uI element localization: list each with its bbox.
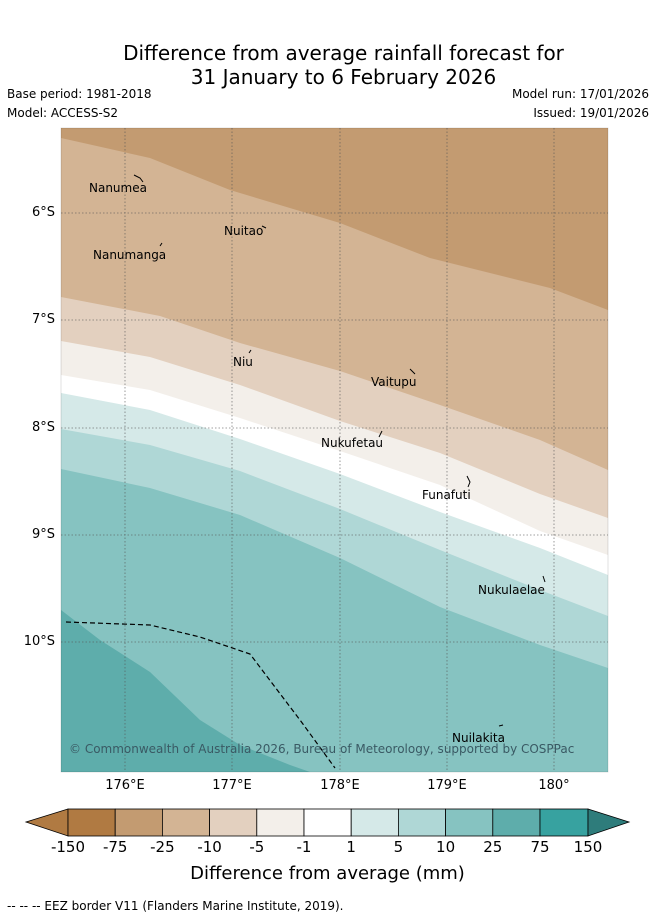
lon-label-179e: 179°E <box>427 778 467 793</box>
place-label-vaitupu: Vaitupu <box>371 375 417 389</box>
island-nuilakita-shape <box>498 724 504 727</box>
place-label-nukufetau: Nukufetau <box>321 436 384 450</box>
colorbar-swatch-8 <box>397 808 446 837</box>
colorbar-tick: 1 <box>346 838 356 856</box>
lat-label-6s: 6°S <box>31 205 55 220</box>
colorbar-swatch-5 <box>256 808 305 837</box>
place-label-nuilakita: Nuilakita <box>452 731 505 745</box>
colorbar-swatch-4 <box>209 808 258 837</box>
eez-border <box>65 621 336 769</box>
island-nukufetau-shape <box>378 430 383 438</box>
chart-title-line2: 31 January to 6 February 2026 <box>190 65 497 89</box>
island-nanumanga-shape <box>159 242 163 247</box>
lon-label-177e: 177°E <box>212 778 252 793</box>
colorbar-swatch-11 <box>539 808 589 837</box>
lat-label-10s: 10°S <box>23 634 55 649</box>
band-plus-25 <box>61 610 310 772</box>
island-nukulaelae-shape <box>542 575 546 583</box>
base-period: Base period: 1981-2018 <box>7 87 152 101</box>
graticule <box>61 128 608 772</box>
island-funafuti-shape <box>466 475 471 488</box>
colorbar-swatch-7 <box>350 808 399 837</box>
place-label-nukulaelae: Nukulaelae <box>478 583 545 597</box>
eez-legend: -- -- -- EEZ border V11 (Flanders Marine… <box>7 899 344 913</box>
copyright-notice: © Commonwealth of Australia 2026, Bureau… <box>69 742 575 756</box>
colorbar-tick: 150 <box>573 838 603 856</box>
colorbar <box>24 808 631 837</box>
model-name: Model: ACCESS-S2 <box>7 106 119 120</box>
place-label-funafuti: Funafuti <box>422 488 471 502</box>
islands <box>133 174 546 727</box>
colorbar-swatch-10 <box>492 808 541 837</box>
colorbar-swatch-9 <box>445 808 494 837</box>
island-niu-shape <box>248 349 252 354</box>
colorbar-tick: -1 <box>296 838 312 856</box>
lat-label-8s: 8°S <box>31 420 55 435</box>
colorbar-tick: 25 <box>483 838 503 856</box>
lat-label-7s: 7°S <box>31 312 55 327</box>
island-nuitao-shape <box>261 225 267 229</box>
colorbar-tick: 75 <box>530 838 550 856</box>
place-label-nanumea: Nanumea <box>89 181 147 195</box>
colorbar-tick: -75 <box>102 838 128 856</box>
colorbar-low-extension <box>24 808 69 837</box>
place-label-nanumanga: Nanumanga <box>93 248 167 262</box>
colorbar-label: Difference from average (mm) <box>190 863 465 884</box>
lon-label-178e: 178°E <box>320 778 360 793</box>
island-vaitupu-shape <box>409 368 416 375</box>
colorbar-swatch-3 <box>161 808 210 837</box>
model-run: Model run: 17/01/2026 <box>511 87 649 101</box>
colorbar-tick: -25 <box>150 838 175 856</box>
map-bands <box>61 128 608 772</box>
island-nanumea-shape <box>133 174 144 183</box>
colorbar-high-extension <box>587 808 631 837</box>
colorbar-swatch-1 <box>67 808 116 837</box>
colorbar-swatch-2 <box>114 808 163 837</box>
colorbar-tick: 5 <box>393 838 404 856</box>
colorbar-tick: -150 <box>50 838 86 856</box>
place-label-niu: Niu <box>233 355 253 369</box>
lon-label-176e: 176°E <box>105 778 145 793</box>
colorbar-tick: -10 <box>197 838 222 856</box>
lon-label-180: 180° <box>538 778 570 793</box>
issued-date: Issued: 19/01/2026 <box>533 106 649 120</box>
colorbar-tick: 10 <box>436 838 456 856</box>
band-plus-10 <box>61 469 608 772</box>
lat-label-9s: 9°S <box>31 527 55 542</box>
place-label-nuitao: Nuitao <box>224 224 264 238</box>
map-frame <box>60 127 609 773</box>
colorbar-swatch-6 <box>303 808 352 837</box>
chart-title-line1: Difference from average rainfall forecas… <box>123 41 564 65</box>
colorbar-tick: -5 <box>249 838 265 856</box>
